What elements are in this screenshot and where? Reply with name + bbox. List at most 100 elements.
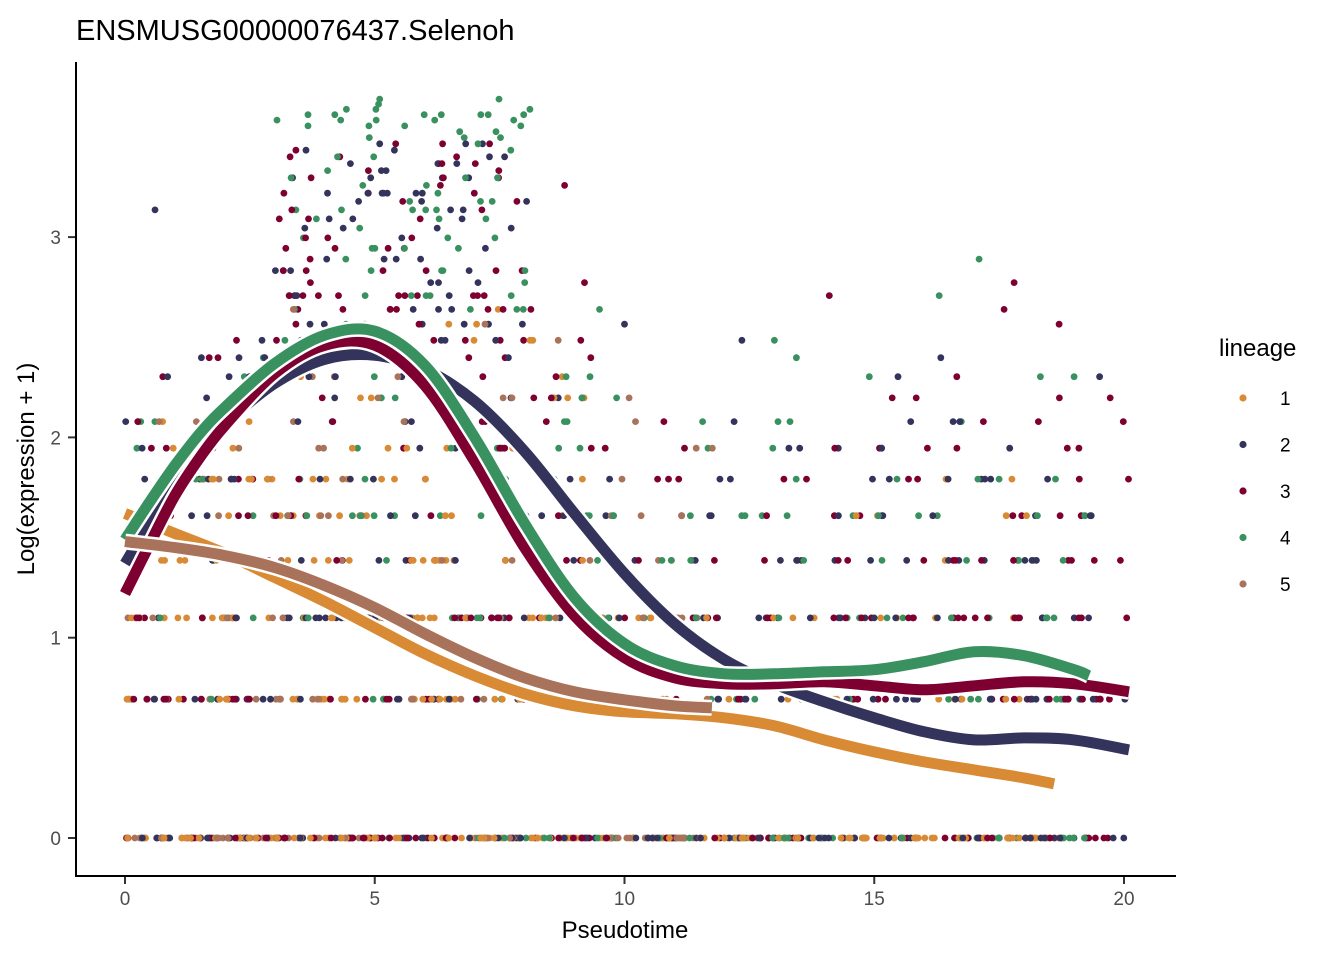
data-point-lineage-4 xyxy=(1059,557,1067,564)
data-point-lineage-4 xyxy=(667,557,675,564)
data-point-lineage-2 xyxy=(867,557,874,564)
data-point-lineage-2 xyxy=(204,834,211,842)
data-point-lineage-3 xyxy=(1106,394,1114,402)
data-point-lineage-3 xyxy=(563,557,570,564)
data-point-lineage-1 xyxy=(378,475,385,483)
data-point-lineage-2 xyxy=(727,475,734,483)
data-point-lineage-4 xyxy=(349,512,356,520)
data-point-lineage-1 xyxy=(322,475,330,483)
data-point-lineage-2 xyxy=(492,336,500,344)
data-point-lineage-4 xyxy=(800,557,808,564)
data-point-lineage-2 xyxy=(474,279,482,286)
data-point-lineage-2 xyxy=(412,189,420,197)
data-point-lineage-4 xyxy=(963,557,970,564)
data-point-lineage-3 xyxy=(587,354,595,362)
data-point-lineage-2 xyxy=(755,614,763,622)
data-point-lineage-4 xyxy=(792,475,800,483)
data-point-lineage-2 xyxy=(869,475,876,483)
data-point-lineage-2 xyxy=(870,614,878,622)
data-point-lineage-4 xyxy=(1081,512,1089,520)
data-point-lineage-4 xyxy=(313,215,320,223)
data-point-lineage-2 xyxy=(459,206,467,214)
data-point-lineage-1 xyxy=(322,834,329,842)
legend: lineage 1 2 3 4 5 xyxy=(1219,335,1296,596)
data-point-lineage-3 xyxy=(478,206,486,214)
data-point-lineage-1 xyxy=(445,834,453,842)
data-point-lineage-3 xyxy=(1063,444,1071,452)
data-point-lineage-4 xyxy=(423,182,430,189)
data-point-lineage-1 xyxy=(462,614,469,622)
data-point-lineage-4 xyxy=(898,834,906,842)
data-point-lineage-2 xyxy=(615,614,623,622)
data-point-lineage-4 xyxy=(391,394,399,402)
data-point-lineage-1 xyxy=(491,695,499,703)
data-point-lineage-2 xyxy=(1086,512,1094,520)
data-point-lineage-4 xyxy=(545,834,553,842)
data-point-lineage-3 xyxy=(984,834,991,842)
data-point-lineage-3 xyxy=(905,475,912,483)
data-point-lineage-4 xyxy=(368,244,376,252)
data-point-lineage-4 xyxy=(444,234,452,242)
data-point-lineage-3 xyxy=(470,189,478,197)
data-point-lineage-3 xyxy=(912,394,920,402)
data-point-lineage-3 xyxy=(214,354,222,362)
data-point-lineage-3 xyxy=(408,234,416,242)
data-point-lineage-3 xyxy=(403,834,411,842)
data-point-lineage-2 xyxy=(1028,557,1036,564)
data-point-lineage-3 xyxy=(307,174,315,182)
data-point-lineage-4 xyxy=(367,267,375,274)
data-point-lineage-3 xyxy=(1096,695,1103,703)
data-point-lineage-4 xyxy=(370,153,378,161)
data-point-lineage-2 xyxy=(741,695,749,703)
data-point-lineage-4 xyxy=(357,512,365,520)
data-point-lineage-3 xyxy=(273,336,280,344)
data-point-lineage-3 xyxy=(1078,614,1085,622)
data-point-lineage-5 xyxy=(552,614,560,622)
data-point-lineage-3 xyxy=(134,418,142,425)
data-point-lineage-4 xyxy=(613,394,620,402)
data-point-lineage-3 xyxy=(954,614,962,622)
data-point-lineage-2 xyxy=(258,336,266,344)
data-point-lineage-3 xyxy=(1000,306,1008,313)
data-point-lineage-2 xyxy=(974,834,982,842)
data-point-lineage-2 xyxy=(602,512,610,520)
data-point-lineage-1 xyxy=(176,557,184,564)
data-point-lineage-1 xyxy=(914,834,921,842)
data-point-lineage-2 xyxy=(986,695,994,703)
data-point-lineage-2 xyxy=(445,695,453,703)
data-point-lineage-3 xyxy=(415,320,423,328)
data-point-lineage-2 xyxy=(198,354,205,362)
data-point-lineage-5 xyxy=(614,834,622,842)
data-point-lineage-3 xyxy=(1009,512,1017,520)
data-point-lineage-2 xyxy=(561,834,568,842)
data-point-lineage-4 xyxy=(751,695,759,703)
data-point-lineage-1 xyxy=(442,512,449,520)
data-point-lineage-4 xyxy=(338,206,345,214)
curve-lineage-5 xyxy=(124,536,713,714)
data-point-lineage-1 xyxy=(1005,834,1012,842)
data-point-lineage-2 xyxy=(287,267,294,274)
x-tick-label: 10 xyxy=(614,889,635,910)
legend-key-1 xyxy=(1239,394,1247,402)
data-point-lineage-4 xyxy=(495,95,503,103)
data-point-lineage-2 xyxy=(707,512,715,520)
data-point-lineage-3 xyxy=(440,174,447,182)
data-point-lineage-3 xyxy=(231,695,239,703)
data-point-lineage-2 xyxy=(452,557,459,564)
data-point-lineage-2 xyxy=(297,557,305,564)
data-point-lineage-4 xyxy=(249,512,257,520)
data-point-lineage-4 xyxy=(407,292,415,299)
data-point-lineage-3 xyxy=(953,444,961,452)
data-point-lineage-3 xyxy=(499,306,507,313)
data-point-lineage-5 xyxy=(235,444,243,452)
data-point-lineage-2 xyxy=(320,320,328,328)
data-point-lineage-4 xyxy=(519,306,527,313)
data-point-lineage-2 xyxy=(837,614,844,622)
data-point-lineage-2 xyxy=(482,244,489,252)
data-point-lineage-2 xyxy=(420,834,427,842)
data-point-lineage-4 xyxy=(491,234,499,242)
data-point-lineage-4 xyxy=(324,167,331,175)
data-point-lineage-5 xyxy=(639,614,647,622)
data-point-lineage-3 xyxy=(552,373,560,381)
data-point-lineage-3 xyxy=(587,444,595,452)
